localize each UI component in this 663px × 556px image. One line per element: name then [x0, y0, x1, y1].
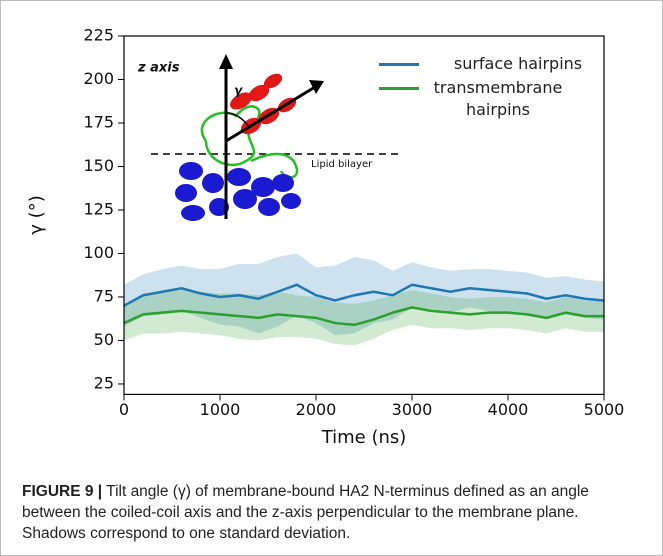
caption-text: Tilt angle (γ) of membrane-bound HA2 N-t…: [22, 483, 589, 542]
inset-illustration: z axis γ Lipid bilayer: [137, 54, 403, 221]
plot: 0 1000 2000 3000 4000 5000 25 50 75 100 125 150 175 2…: [83, 26, 624, 419]
chart: 0 1000 2000 3000 4000 5000 25 50 75 100 125 150 175 2…: [26, 26, 624, 449]
std-band: [124, 290, 604, 346]
series-line: [123, 283, 605, 307]
annotation: γ: [234, 84, 243, 98]
y-tick-label: 225: [83, 26, 114, 45]
y-tick-label: 175: [83, 112, 114, 131]
tilt-arrow: [225, 85, 316, 143]
arrow-head: [219, 54, 233, 69]
arrow-head: [309, 80, 324, 94]
loop: [200, 105, 261, 167]
x-tick-label: 2000: [296, 400, 337, 419]
legend-swatch: [379, 87, 419, 90]
blue-helix: [175, 162, 301, 221]
y-tick-label: 100: [83, 243, 114, 262]
y-tick-label: 150: [83, 156, 114, 175]
angle-arc: [225, 112, 250, 128]
x-tick-label: 0: [119, 400, 129, 419]
y-axis-label: γ (°): [26, 195, 47, 234]
caption: FIGURE 9 | Tilt angle (γ) of membrane-bo…: [22, 481, 642, 544]
legend-entry: transmembrane hairpins: [379, 77, 619, 121]
legend-label: transmembrane hairpins: [433, 78, 563, 119]
legend-label: surface hairpins: [453, 54, 583, 73]
x-tick-label: 3000: [392, 400, 433, 419]
y-tick-label: 75: [94, 286, 114, 305]
x-axis-label: Time (ns): [321, 427, 407, 448]
caption-label: FIGURE 9 |: [22, 483, 103, 500]
legend-swatch: [379, 63, 419, 66]
y-tick-label: 50: [94, 330, 114, 349]
series-line: [123, 306, 604, 327]
legend-entry: surface hairpins: [379, 53, 619, 75]
plot-frame: [123, 35, 605, 395]
x-tick-label: 4000: [488, 400, 529, 419]
y-tick-label: 200: [83, 69, 114, 88]
y-tick-label: 25: [94, 373, 114, 392]
annotation: z axis: [137, 61, 180, 76]
y-tick-label: 125: [83, 199, 114, 218]
loop: [250, 152, 299, 179]
legend: surface hairpins transmembrane hairpins: [379, 53, 619, 123]
annotation: Lipid bilayer: [311, 159, 373, 170]
x-tick-label: 5000: [584, 400, 625, 419]
x-tick-label: 1000: [200, 400, 241, 419]
